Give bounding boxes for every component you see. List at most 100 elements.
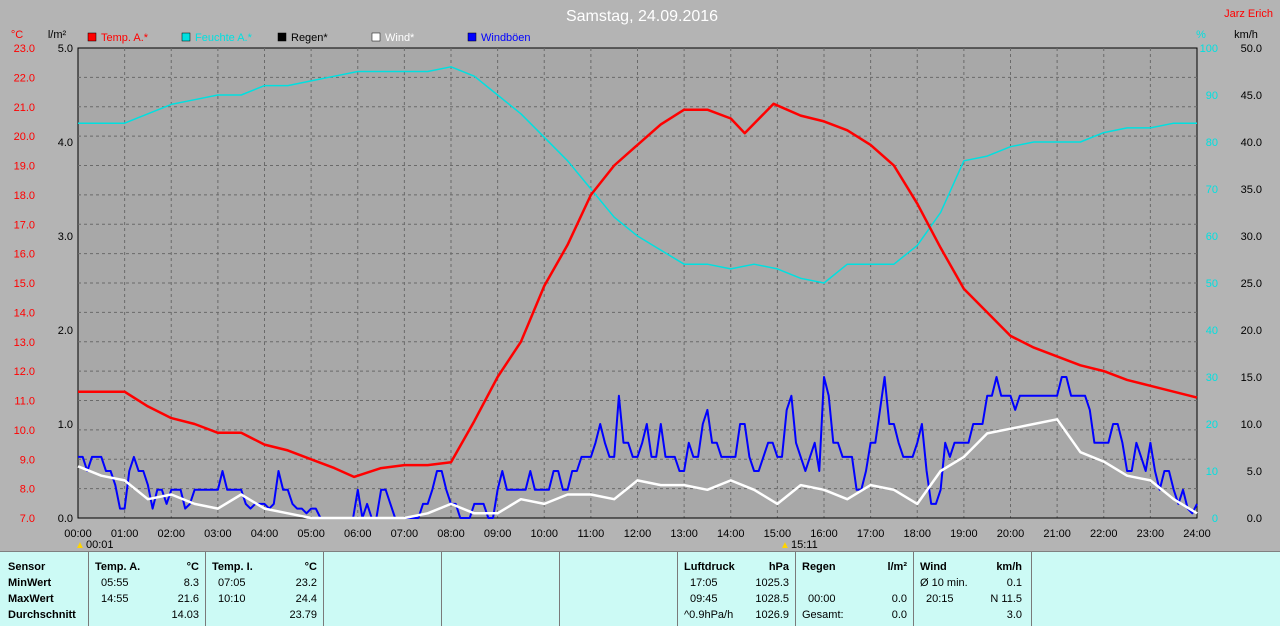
grid: [78, 48, 1197, 518]
temp-tick-label: 21.0: [14, 102, 35, 114]
legend-swatch: [371, 32, 381, 42]
time-tick-label: 10:00: [530, 528, 558, 540]
temp-i-min-value: 23.2: [295, 577, 317, 589]
divider: [559, 552, 560, 626]
rain-tick-label: 2.0: [58, 325, 73, 337]
humidity-tick-label: 40: [1206, 325, 1218, 337]
pressure-max-value: 1028.5: [755, 593, 789, 605]
unit-left-temp: °C: [11, 29, 23, 41]
legend: Temp. A.* Feuchte A.* Regen* Wind* Windböen: [87, 32, 531, 44]
unit-right-hum: %: [1196, 29, 1206, 41]
humidity-tick-label: 90: [1206, 90, 1218, 102]
wind-unit: km/h: [996, 561, 1022, 573]
axis-humidity: 0 10 20 30 40 50 60 70 80 90 100: [1200, 43, 1218, 525]
rain-tick-label: 4.0: [58, 137, 73, 149]
time-tick-label: 20:00: [997, 528, 1025, 540]
humidity-tick-label: 30: [1206, 372, 1218, 384]
rain-tick-label: 5.0: [58, 43, 73, 55]
pressure-trend: ^0.9hPa/h: [684, 609, 734, 621]
time-tick-label: 21:00: [1043, 528, 1071, 540]
row-label-avg: Durchschnitt: [8, 609, 76, 621]
min-marker-time: 00:01: [86, 539, 114, 551]
series-gusts: [78, 376, 1198, 519]
temp-i-avg-value: 23.79: [289, 609, 317, 621]
temp-a-unit: °C: [186, 561, 199, 573]
divider: [88, 552, 89, 626]
time-tick-label: 19:00: [950, 528, 978, 540]
time-tick-label: 09:00: [484, 528, 512, 540]
time-tick-label: 04:00: [251, 528, 279, 540]
legend-swatch: [467, 32, 477, 42]
unit-left-rain: l/m²: [48, 29, 67, 41]
series-wind: [77, 418, 1198, 520]
wind-tick-label: 20.0: [1241, 325, 1262, 337]
time-tick-label: 03:00: [204, 528, 232, 540]
series-group: [77, 66, 1198, 520]
pressure-avg-value: 1026.9: [755, 609, 789, 621]
weather-chart: Samstag, 24.09.2016 Jarz Erich °C l/m² %…: [11, 8, 1273, 551]
temp-tick-label: 17.0: [14, 219, 35, 231]
temp-tick-label: 23.0: [14, 43, 35, 55]
min-marker: ▲ 00:01: [75, 539, 113, 551]
wind-tick-label: 10.0: [1241, 419, 1262, 431]
time-tick-label: 15:00: [764, 528, 792, 540]
stats-panel: Sensor MinWert MaxWert Durchschnitt Temp…: [0, 551, 1280, 626]
wind-tick-label: 15.0: [1241, 372, 1262, 384]
wind-max-value: N 11.5: [990, 593, 1022, 605]
temp-tick-label: 15.0: [14, 278, 35, 290]
divider: [677, 552, 678, 626]
series-humidity: [78, 66, 1197, 284]
series-temp: [78, 102, 1198, 479]
legend-label: Temp. A.*: [101, 32, 149, 44]
wind-header: Wind: [920, 561, 947, 573]
temp-i-header: Temp. I.: [212, 561, 253, 573]
wind-tick-label: 5.0: [1247, 466, 1262, 478]
min-marker-arrow: ▲: [75, 540, 85, 551]
legend-label: Windböen: [481, 32, 531, 44]
divider: [1031, 552, 1032, 626]
wind-tick-label: 0.0: [1247, 513, 1262, 525]
humidity-tick-label: 10: [1206, 466, 1218, 478]
temp-tick-label: 19.0: [14, 161, 35, 173]
wind-tick-label: 45.0: [1241, 90, 1262, 102]
wind-tick-label: 25.0: [1241, 278, 1262, 290]
chart-title: Samstag, 24.09.2016: [566, 8, 718, 25]
time-tick-label: 06:00: [344, 528, 372, 540]
time-tick-label: 02:00: [157, 528, 185, 540]
time-tick-label: 07:00: [391, 528, 419, 540]
legend-swatch: [277, 32, 287, 42]
time-tick-label: 05:00: [297, 528, 325, 540]
temp-tick-label: 16.0: [14, 249, 35, 261]
legend-label: Feuchte A.*: [195, 32, 253, 44]
pressure-min-time: 17:05: [690, 577, 718, 589]
temp-tick-label: 13.0: [14, 337, 35, 349]
temp-a-min-time: 05:55: [101, 577, 129, 589]
divider: [323, 552, 324, 626]
wind-tick-label: 40.0: [1241, 137, 1262, 149]
axis-rain: 0.0 1.0 2.0 3.0 4.0 5.0: [58, 43, 73, 525]
divider: [795, 552, 796, 626]
humidity-tick-label: 70: [1206, 184, 1218, 196]
wind-tick-label: 30.0: [1241, 231, 1262, 243]
temp-tick-label: 11.0: [14, 396, 35, 408]
time-tick-label: 11:00: [578, 528, 605, 540]
temp-tick-label: 12.0: [14, 366, 35, 378]
wind-avg-label: Ø 10 min.: [920, 577, 968, 589]
time-tick-label: 14:00: [717, 528, 745, 540]
temp-tick-label: 22.0: [14, 72, 35, 84]
humidity-tick-label: 0: [1212, 513, 1218, 525]
rain-tick-label: 0.0: [58, 513, 73, 525]
max-marker: ▲ 15:11: [780, 539, 818, 551]
time-tick-label: 00:00: [64, 528, 92, 540]
time-tick-label: 23:00: [1137, 528, 1165, 540]
temp-tick-label: 9.0: [20, 454, 35, 466]
time-tick-label: 01:00: [111, 528, 139, 540]
rain-unit: l/m²: [887, 561, 907, 573]
humidity-tick-label: 20: [1206, 419, 1218, 431]
temp-tick-label: 18.0: [14, 190, 35, 202]
time-tick-label: 13:00: [670, 528, 698, 540]
rain-tick-label: 1.0: [58, 419, 73, 431]
unit-right-wind: km/h: [1234, 29, 1258, 41]
temp-tick-label: 7.0: [20, 513, 35, 525]
axis-time: 00:00 01:00 02:00 03:00 04:00 05:00 06:00 07:00…: [64, 528, 1211, 540]
